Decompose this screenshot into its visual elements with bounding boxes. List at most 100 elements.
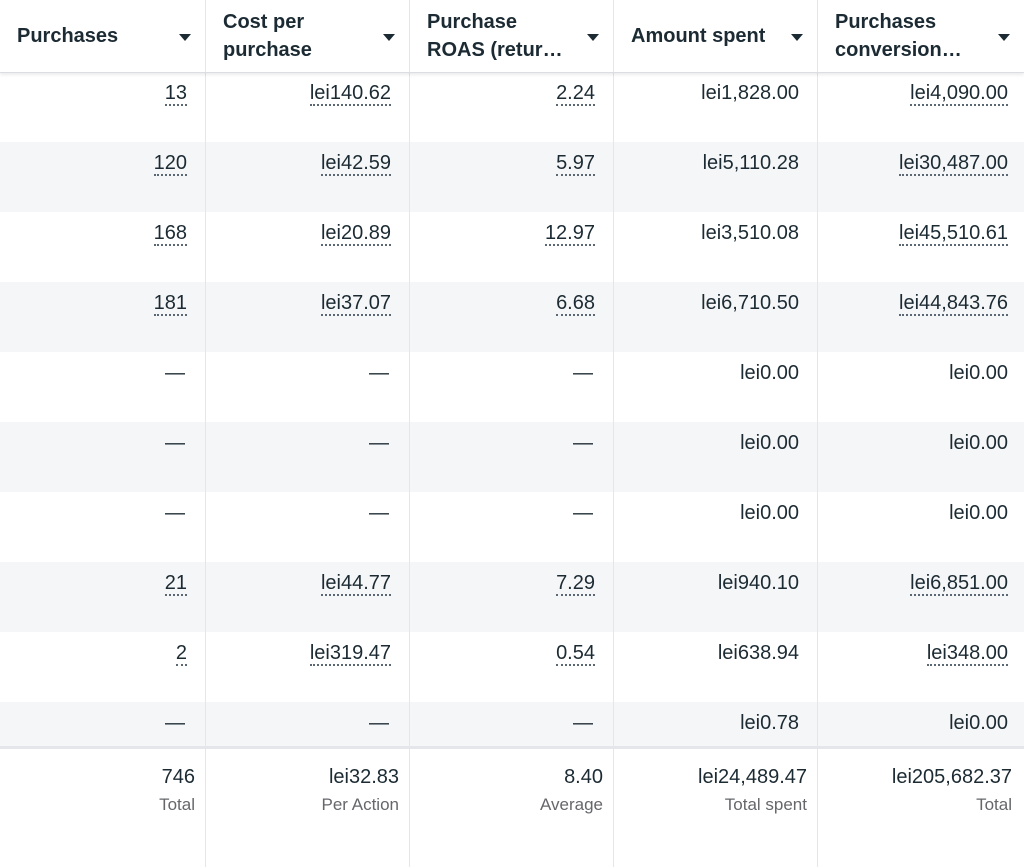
cell-value[interactable]: 120 (153, 152, 187, 176)
cell-amount-spent: lei6,710.50 (614, 282, 818, 352)
column-header-cost-per-purchase[interactable]: Cost per purchase (206, 0, 410, 72)
cell-value[interactable]: 7.29 (556, 572, 595, 596)
total-label: Per Action (321, 795, 400, 814)
cell-purchase-roas: 6.68 (410, 282, 614, 352)
cell-conversion-value: lei0.00 (818, 352, 1024, 422)
cell-amount-spent: lei0.00 (614, 422, 818, 492)
table-row: 2 lei319.47 0.54 lei638.94 lei348.00 (0, 632, 1024, 702)
total-value: lei24,489.47 (698, 766, 807, 788)
cell-value: — (573, 362, 593, 384)
cell-value[interactable]: 2 (175, 642, 187, 666)
caret-down-icon[interactable] (587, 34, 599, 41)
cell-purchase-roas: — (410, 352, 614, 422)
cell-value: — (573, 712, 593, 734)
caret-down-icon[interactable] (179, 34, 191, 41)
cell-cost-per-purchase: — (206, 702, 410, 768)
cell-value: — (369, 712, 389, 734)
cell-amount-spent: lei940.10 (614, 562, 818, 632)
cell-value: — (369, 432, 389, 454)
cell-purchase-roas: 12.97 (410, 212, 614, 282)
cell-value: lei1,828.00 (701, 82, 799, 104)
cell-purchase-roas: — (410, 702, 614, 768)
cell-cost-per-purchase: — (206, 492, 410, 562)
caret-down-icon[interactable] (383, 34, 395, 41)
cell-cost-per-purchase: lei44.77 (206, 562, 410, 632)
cell-value[interactable]: lei37.07 (320, 292, 391, 316)
cell-value: lei3,510.08 (701, 222, 799, 244)
table-row: 120 lei42.59 5.97 lei5,110.28 lei30,487.00 (0, 142, 1024, 212)
cell-cost-per-purchase: lei42.59 (206, 142, 410, 212)
cell-purchases: — (0, 492, 206, 562)
cell-value[interactable]: 21 (164, 572, 187, 596)
total-value: 8.40 (564, 766, 603, 788)
cell-purchases: — (0, 702, 206, 768)
cell-value: — (369, 362, 389, 384)
cell-purchases: 13 (0, 72, 206, 142)
table-row: 13 lei140.62 2.24 lei1,828.00 lei4,090.00 (0, 72, 1024, 142)
cell-value[interactable]: lei319.47 (309, 642, 391, 666)
cell-value[interactable]: lei44,843.76 (899, 292, 1008, 316)
caret-down-icon[interactable] (998, 34, 1010, 41)
cell-purchases: 120 (0, 142, 206, 212)
cell-value[interactable]: lei44.77 (320, 572, 391, 596)
cell-amount-spent: lei638.94 (614, 632, 818, 702)
total-label: Average (539, 795, 603, 814)
cell-purchase-roas: 0.54 (410, 632, 614, 702)
cell-cost-per-purchase: — (206, 422, 410, 492)
cell-value[interactable]: 6.68 (556, 292, 595, 316)
cell-value[interactable]: lei4,090.00 (910, 82, 1008, 106)
cell-cost-per-purchase: — (206, 352, 410, 422)
cell-conversion-value: lei4,090.00 (818, 72, 1024, 142)
cell-value: — (165, 712, 185, 734)
cell-value[interactable]: 168 (153, 222, 187, 246)
cell-conversion-value: lei6,851.00 (818, 562, 1024, 632)
column-header-conversion-value[interactable]: Purchases conversion value (818, 0, 1024, 72)
cell-conversion-value: lei0.00 (818, 702, 1024, 768)
cell-value: lei5,110.28 (702, 152, 799, 174)
cell-value[interactable]: lei140.62 (309, 82, 391, 106)
cell-amount-spent: lei0.00 (614, 352, 818, 422)
cell-conversion-value: lei30,487.00 (818, 142, 1024, 212)
cell-conversion-value: lei348.00 (818, 632, 1024, 702)
cell-amount-spent: lei3,510.08 (614, 212, 818, 282)
cell-conversion-value: lei45,510.61 (818, 212, 1024, 282)
cell-value[interactable]: 181 (153, 292, 187, 316)
cell-conversion-value: lei0.00 (818, 422, 1024, 492)
cell-conversion-value: lei0.00 (818, 492, 1024, 562)
cell-amount-spent: lei5,110.28 (614, 142, 818, 212)
cell-cost-per-purchase: lei20.89 (206, 212, 410, 282)
cell-purchases: — (0, 422, 206, 492)
cell-value[interactable]: lei42.59 (320, 152, 391, 176)
cell-value: lei0.78 (740, 712, 799, 734)
total-cost-per-purchase: lei32.83 Per Action (206, 749, 410, 867)
total-value: 746 (161, 766, 195, 788)
cell-value[interactable]: lei348.00 (926, 642, 1008, 666)
total-purchases: 746 Total (0, 749, 206, 867)
table-row: — — — lei0.00 lei0.00 (0, 492, 1024, 562)
column-header-amount-spent[interactable]: Amount spent (614, 0, 818, 72)
total-value: lei205,682.37 (891, 766, 1012, 788)
cell-value: lei638.94 (717, 642, 799, 664)
cell-value[interactable]: lei30,487.00 (899, 152, 1008, 176)
cell-value[interactable]: 12.97 (544, 222, 595, 246)
cell-purchase-roas: 5.97 (410, 142, 614, 212)
column-header-label: Amount spent (631, 25, 766, 47)
cell-value[interactable]: 2.24 (556, 82, 595, 106)
cell-value[interactable]: 0.54 (556, 642, 595, 666)
cell-value[interactable]: lei6,851.00 (910, 572, 1008, 596)
caret-down-icon[interactable] (791, 34, 803, 41)
table-body: 13 lei140.62 2.24 lei1,828.00 lei4,090.00 120… (0, 72, 1024, 768)
cell-amount-spent: lei0.00 (614, 492, 818, 562)
column-header-label: Purchases conversion value (835, 11, 942, 61)
cell-value: lei6,710.50 (701, 292, 799, 314)
column-header-label: Cost per purchase (223, 11, 312, 61)
column-header-purchases[interactable]: Purchases (0, 0, 206, 72)
column-header-purchase-roas[interactable]: Purchase ROAS (return on ad spend) (410, 0, 614, 72)
cell-value[interactable]: 13 (164, 82, 187, 106)
cell-value[interactable]: 5.97 (556, 152, 595, 176)
cell-purchases: 21 (0, 562, 206, 632)
cell-value[interactable]: lei20.89 (320, 222, 391, 246)
cell-value[interactable]: lei45,510.61 (899, 222, 1008, 246)
total-amount-spent: lei24,489.47 Total spent (614, 749, 818, 867)
